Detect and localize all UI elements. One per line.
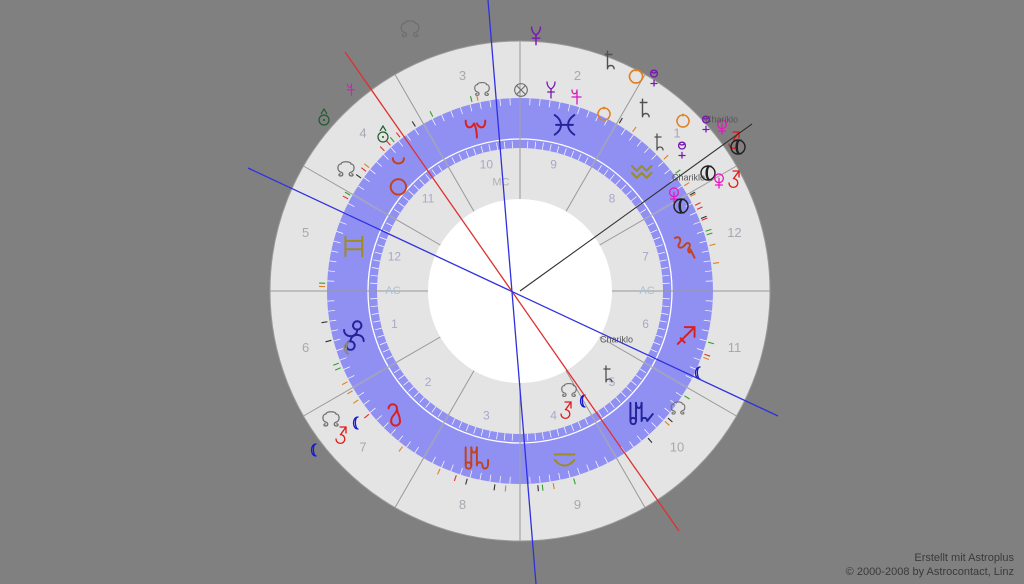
svg-text:2: 2 bbox=[425, 375, 432, 389]
svg-text:6: 6 bbox=[642, 317, 649, 331]
svg-text:10: 10 bbox=[480, 158, 494, 172]
svg-text:© 2000-2008 by Astrocontact, L: © 2000-2008 by Astrocontact, Linz bbox=[846, 566, 1014, 578]
svg-text:Chariklo: Chariklo bbox=[705, 114, 738, 124]
svg-text:Erstellt mit Astroplus: Erstellt mit Astroplus bbox=[914, 552, 1014, 564]
svg-text:3: 3 bbox=[483, 409, 490, 423]
svg-text:10: 10 bbox=[670, 439, 684, 454]
svg-text:12: 12 bbox=[388, 250, 402, 264]
svg-text:6: 6 bbox=[302, 340, 309, 355]
svg-text:9: 9 bbox=[574, 497, 581, 512]
svg-text:Chariklo: Chariklo bbox=[672, 172, 705, 182]
svg-text:12: 12 bbox=[727, 225, 741, 240]
svg-text:4: 4 bbox=[550, 409, 557, 423]
svg-text:11: 11 bbox=[728, 340, 742, 355]
svg-text:8: 8 bbox=[459, 497, 466, 512]
svg-text:8: 8 bbox=[609, 191, 616, 205]
svg-text:7: 7 bbox=[359, 439, 366, 454]
svg-text:Chariklo: Chariklo bbox=[600, 334, 633, 344]
svg-text:AC: AC bbox=[385, 285, 400, 297]
svg-text:5: 5 bbox=[302, 225, 309, 240]
svg-text:AC: AC bbox=[639, 285, 654, 297]
svg-text:9: 9 bbox=[550, 158, 557, 172]
svg-text:11: 11 bbox=[422, 191, 435, 205]
svg-text:3: 3 bbox=[459, 68, 466, 83]
svg-text:1: 1 bbox=[391, 317, 398, 331]
svg-text:4: 4 bbox=[359, 125, 366, 140]
svg-text:MC: MC bbox=[492, 177, 509, 189]
svg-text:2: 2 bbox=[574, 68, 581, 83]
svg-text:7: 7 bbox=[642, 250, 649, 264]
svg-text:1: 1 bbox=[673, 125, 680, 140]
